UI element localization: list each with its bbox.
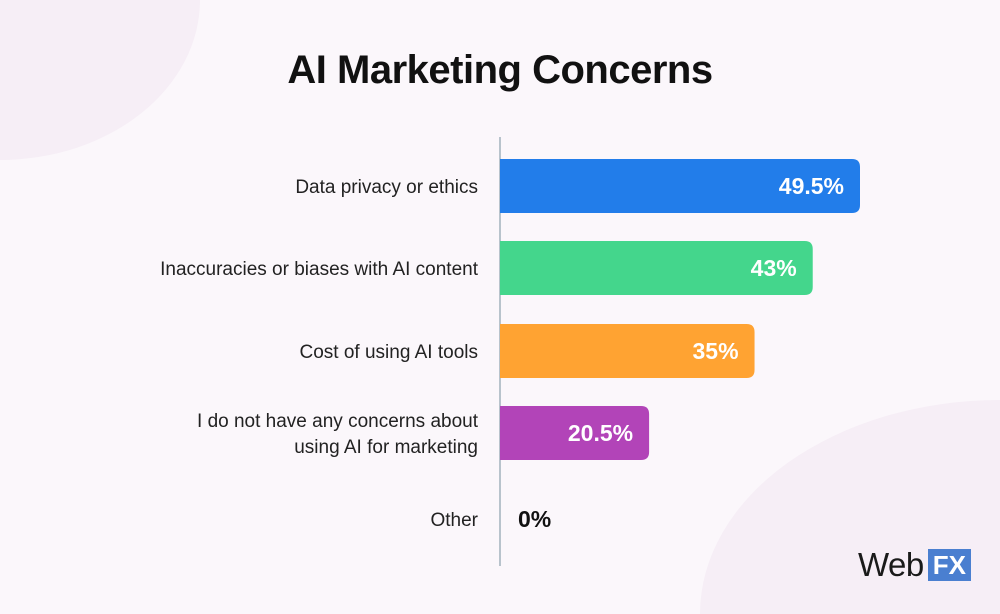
value-label: 20.5%: [568, 420, 633, 446]
value-label: 43%: [751, 255, 797, 281]
value-label: 0%: [518, 506, 551, 532]
bar: [500, 406, 650, 460]
category-label: Inaccuracies or biases with AI content: [160, 259, 479, 280]
category-label: using AI for marketing: [294, 437, 478, 458]
category-label: Cost of using AI tools: [300, 342, 479, 363]
bar: [500, 324, 755, 378]
value-label: 49.5%: [779, 173, 844, 199]
bar: [500, 241, 813, 295]
chart-title: AI Marketing Concerns: [287, 48, 713, 92]
webfx-logo: Web FX: [858, 546, 971, 584]
bar: [500, 159, 860, 213]
category-label: I do not have any concerns about: [197, 411, 479, 432]
value-label: 35%: [692, 338, 738, 364]
category-label: Other: [430, 510, 478, 531]
category-label: Data privacy or ethics: [295, 177, 478, 198]
